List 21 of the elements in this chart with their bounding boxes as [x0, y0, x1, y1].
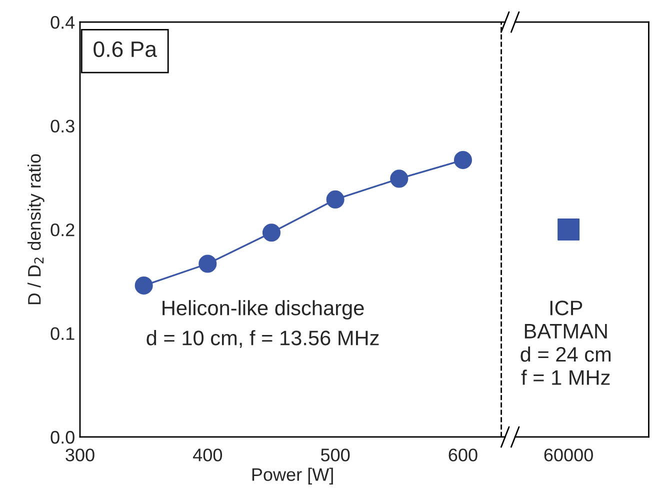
annotation: 0.6 Pa: [94, 41, 157, 58]
x-tick-label: 400: [193, 448, 222, 462]
annotation: Helicon-like discharge d = 10 cm, f = 13.56 MHz: [146, 300, 379, 348]
point: [390, 170, 408, 188]
point: [262, 224, 281, 242]
annotation: ICP BATMAN d = 24 cm f = 1 MHz: [520, 300, 611, 385]
x-axis-title: Power [W]: [252, 468, 333, 485]
x-tick-label: 60000: [544, 448, 593, 462]
point: [454, 151, 472, 170]
x-tick-label: 300: [66, 448, 94, 462]
point: [198, 254, 217, 273]
x-tick-label: 600: [448, 448, 478, 462]
x-tick-label: 500: [320, 448, 350, 462]
y-tick-label: 0.3: [50, 120, 74, 133]
point: [134, 276, 153, 295]
y-tick-label: 0.4: [50, 16, 75, 29]
y-tick-label: 0.1: [50, 327, 74, 340]
point: [326, 190, 344, 208]
y-tick-label: 0.2: [50, 223, 74, 236]
y-tick-label: 0.0: [50, 430, 74, 444]
y-axis-title: D / D$_{2}$ density ratio: [28, 154, 44, 304]
